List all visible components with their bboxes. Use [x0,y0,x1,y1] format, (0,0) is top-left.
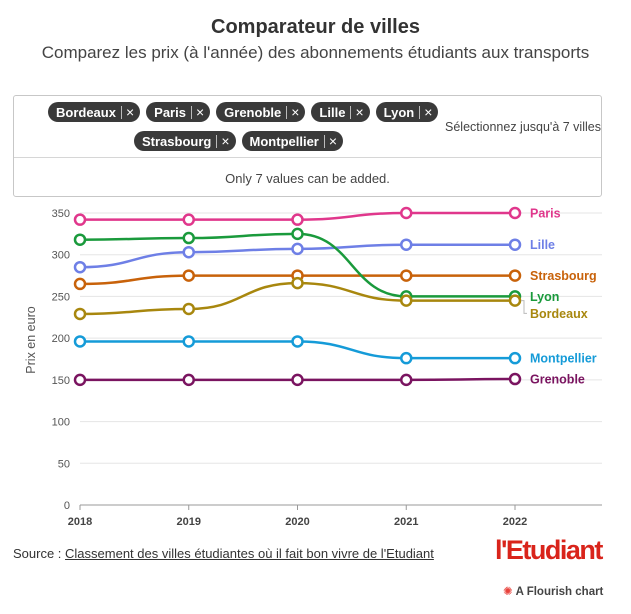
data-point[interactable] [508,206,522,220]
flourish-label: A Flourish chart [515,586,604,598]
city-selector[interactable]: Bordeaux × Paris × Grenoble × Lille × Lyon × Stra… [13,95,602,197]
series-label-lille: Lille [530,238,555,252]
chip-label: Bordeaux [56,104,116,120]
chip-row-2: Strasbourg × Montpellier × [134,131,349,157]
line-chart: 0 50 100 150 200 250 300 350 2018 2019 2020 2021 202… [24,206,602,528]
chip-strasbourg: Strasbourg × [134,131,236,151]
selected-cities-area[interactable]: Bordeaux × Paris × Grenoble × Lille × Lyon × Stra… [14,96,601,158]
data-point[interactable] [291,335,304,348]
data-point[interactable] [291,373,304,387]
x-tick-label: 2020 [285,516,309,528]
chip-label: Grenoble [224,104,282,120]
chip-label: Lyon [383,104,415,120]
data-point[interactable] [400,351,413,365]
remove-bordeaux-icon[interactable]: × [125,104,135,120]
chip-divider [190,105,192,119]
max-values-notice: Only 7 values can be added. [225,171,390,186]
series-label-lyon: Lyon [530,290,559,304]
remove-lille-icon[interactable]: × [355,104,364,120]
source-prefix: Source : [13,546,66,561]
data-point[interactable] [508,238,522,251]
flourish-icon: ✺ [503,586,513,598]
chip-divider [350,105,352,119]
series-label-strasbourg: Strasbourg [530,269,597,283]
letudiant-logo[interactable]: l'Etudiant [495,535,603,565]
y-tick-label: 150 [52,375,70,387]
flourish-credit[interactable]: ✺ A Flourish chart [503,584,603,598]
x-tick-label: 2019 [177,516,201,528]
chip-montpellier: Montpellier × [241,131,344,151]
data-point[interactable] [182,245,195,259]
y-tick-label: 300 [52,250,70,262]
data-point[interactable] [508,372,522,386]
chip-divider [120,105,122,119]
data-point[interactable] [182,373,195,387]
chip-label: Lille [319,104,346,120]
city-search-input[interactable]: Sélectionnez jusqu'à 7 villes [445,120,601,134]
data-point[interactable] [73,233,87,246]
source-note: Source : Classement des villes étudiante… [13,546,434,561]
chip-label: Strasbourg [142,133,212,149]
chip-grenoble: Grenoble × [216,102,306,122]
chip-divider [216,134,218,148]
remove-lyon-icon[interactable]: × [424,104,433,120]
data-point[interactable] [400,238,413,251]
y-tick-label: 350 [52,208,70,220]
y-tick-label: 200 [52,333,70,345]
y-tick-label: 250 [52,291,70,303]
data-point[interactable] [291,276,304,290]
chip-divider [419,105,421,119]
data-point[interactable] [73,213,87,226]
data-point[interactable] [182,213,195,226]
data-point[interactable] [400,206,413,220]
remove-strasbourg-icon[interactable]: × [221,133,230,149]
chip-divider [286,105,288,119]
remove-paris-icon[interactable]: × [195,104,205,120]
data-point[interactable] [508,351,522,365]
chip-row-1: Bordeaux × Paris × Grenoble × Lille × Lyon × [48,102,444,128]
chip-bordeaux: Bordeaux × [48,102,141,122]
chart-title: Comparateur de villes [211,16,420,38]
chip-label: Montpellier [249,133,319,149]
y-tick-label: 100 [52,417,70,429]
x-tick-label: 2021 [394,516,418,528]
data-point[interactable] [73,260,87,274]
remove-grenoble-icon[interactable]: × [291,104,300,120]
data-point[interactable] [182,335,195,348]
x-tick-label: 2018 [68,516,92,528]
chip-lille: Lille × [311,102,370,122]
series-label-montpellier: Montpellier [530,352,597,366]
y-tick-label: 50 [58,458,70,470]
data-point[interactable] [291,227,304,241]
chip-label: Paris [154,104,186,120]
data-point[interactable] [182,269,195,282]
data-point[interactable] [182,231,195,245]
chip-divider [323,134,325,148]
data-point[interactable] [400,294,413,307]
chart-subtitle: Comparez les prix (à l'année) des abonne… [41,43,590,62]
data-point[interactable] [182,302,195,316]
y-tick-label: 0 [64,500,70,512]
data-point[interactable] [73,335,87,348]
data-point[interactable] [73,373,87,387]
series-label-paris: Paris [530,207,561,221]
label-connector [521,300,527,314]
chip-lyon: Lyon × [375,102,439,122]
data-point[interactable] [508,269,522,282]
data-point[interactable] [73,277,87,291]
y-axis-label: Prix en euro [24,306,38,373]
data-point[interactable] [291,242,304,256]
source-link[interactable]: Classement des villes étudiantes où il f… [65,546,434,561]
data-point[interactable] [291,213,304,226]
data-point[interactable] [400,269,413,282]
data-point[interactable] [400,373,413,387]
data-point[interactable] [508,294,522,307]
series-label-grenoble: Grenoble [530,373,585,387]
x-tick-label: 2022 [503,516,527,528]
remove-montpellier-icon[interactable]: × [328,133,338,149]
series-label-bordeaux: Bordeaux [530,307,588,321]
chip-paris: Paris × [146,102,211,122]
data-point[interactable] [73,307,87,321]
